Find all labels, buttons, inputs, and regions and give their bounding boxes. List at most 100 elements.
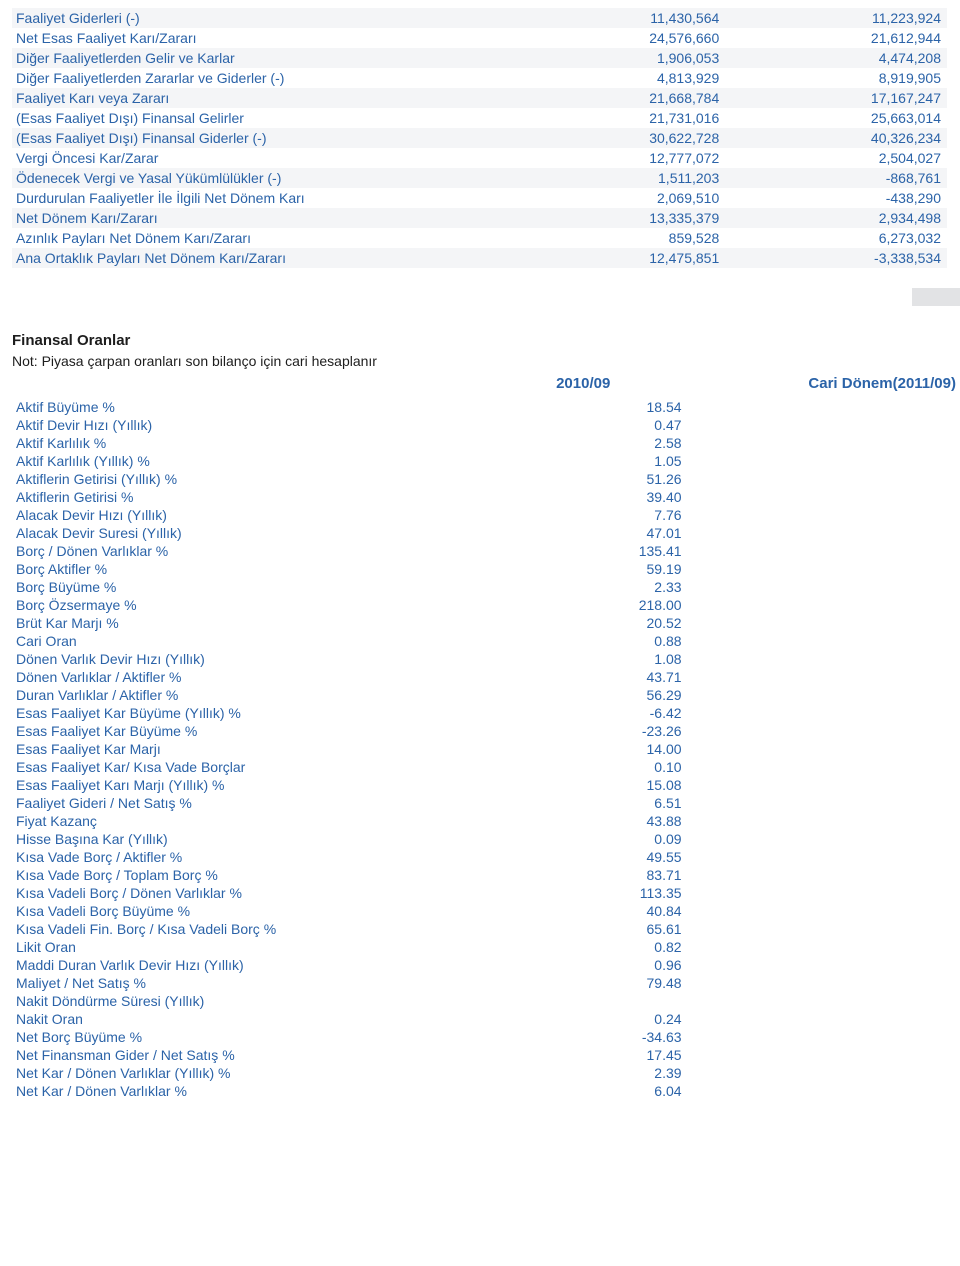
ratio-row: Net Kar / Dönen Varlıklar %6.04: [12, 1082, 960, 1100]
ratios-header-row: 2010/09 Cari Dönem(2011/09): [12, 371, 960, 398]
ratio-row-label: Maliyet / Net Satış %: [12, 974, 481, 992]
ratio-row: Borç Aktifler %59.19: [12, 560, 960, 578]
ratio-row-value-1: 1.08: [481, 650, 686, 668]
ratio-row-label: Maddi Duran Varlık Devir Hızı (Yıllık): [12, 956, 481, 974]
ratio-row-label: Dönen Varlıklar / Aktifler %: [12, 668, 481, 686]
income-row: Net Dönem Karı/Zararı13,335,3792,934,498: [12, 208, 947, 228]
ratio-row: Dönen Varlıklar / Aktifler %43.71: [12, 668, 960, 686]
ratios-subtitle: Not: Piyasa çarpan oranları son bilanço …: [12, 353, 948, 369]
income-row-value-2: -3,338,534: [725, 248, 947, 268]
ratio-row-label: Alacak Devir Suresi (Yıllık): [12, 524, 481, 542]
ratio-row-value-1: 113.35: [481, 884, 686, 902]
income-row: Faaliyet Karı veya Zararı21,668,78417,16…: [12, 88, 947, 108]
ratio-row-value-2: [686, 902, 960, 920]
income-row-value-2: 21,612,944: [725, 28, 947, 48]
ratio-row-value-1: 43.88: [481, 812, 686, 830]
ratio-row: Borç Büyüme %2.33: [12, 578, 960, 596]
ratio-row-value-2: [686, 1082, 960, 1100]
income-row-label: Durdurulan Faaliyetler İle İlgili Net Dö…: [12, 188, 503, 208]
income-row: Vergi Öncesi Kar/Zarar12,777,0722,504,02…: [12, 148, 947, 168]
ratio-row: Aktif Karlılık %2.58: [12, 434, 960, 452]
income-row-value-1: 21,668,784: [503, 88, 726, 108]
ratio-row: Maliyet / Net Satış %79.48: [12, 974, 960, 992]
ratio-row-label: Net Kar / Dönen Varlıklar %: [12, 1082, 481, 1100]
ratio-row-label: Hisse Başına Kar (Yıllık): [12, 830, 481, 848]
income-row-label: Faaliyet Giderleri (-): [12, 8, 503, 28]
ratio-row-value-1: 2.39: [481, 1064, 686, 1082]
ratio-row-value-2: [686, 830, 960, 848]
ratio-row-label: Kısa Vadeli Borç Büyüme %: [12, 902, 481, 920]
ratio-row-label: Borç Özsermaye %: [12, 596, 481, 614]
ratio-row-label: Kısa Vadeli Fin. Borç / Kısa Vadeli Borç…: [12, 920, 481, 938]
ratio-row-value-2: [686, 596, 960, 614]
ratio-row-value-1: 218.00: [481, 596, 686, 614]
ratio-row-value-2: [686, 758, 960, 776]
scroll-chip: [912, 288, 960, 306]
ratio-row-value-1: 6.04: [481, 1082, 686, 1100]
ratio-row: Aktiflerin Getirisi (Yıllık) %51.26: [12, 470, 960, 488]
ratio-row: Brüt Kar Marjı %20.52: [12, 614, 960, 632]
ratio-row-value-1: 39.40: [481, 488, 686, 506]
ratio-row: Maddi Duran Varlık Devir Hızı (Yıllık)0.…: [12, 956, 960, 974]
income-row-label: Ödenecek Vergi ve Yasal Yükümlülükler (-…: [12, 168, 503, 188]
income-row-value-2: 6,273,032: [725, 228, 947, 248]
ratio-row-value-2: [686, 686, 960, 704]
ratio-row: Nakit Döndürme Süresi (Yıllık): [12, 992, 960, 1010]
ratio-row-value-2: [686, 434, 960, 452]
ratio-row-label: Likit Oran: [12, 938, 481, 956]
income-row-label: Net Esas Faaliyet Karı/Zararı: [12, 28, 503, 48]
income-row-value-1: 13,335,379: [503, 208, 726, 228]
financial-ratios-table: 2010/09 Cari Dönem(2011/09) Aktif Büyüme…: [12, 371, 960, 1100]
ratio-row-label: Net Kar / Dönen Varlıklar (Yıllık) %: [12, 1064, 481, 1082]
ratio-row-label: Nakit Döndürme Süresi (Yıllık): [12, 992, 481, 1010]
ratio-row-value-2: [686, 452, 960, 470]
ratio-row-value-1: 0.47: [481, 416, 686, 434]
ratio-row-label: Kısa Vade Borç / Toplam Borç %: [12, 866, 481, 884]
income-row-value-2: 2,504,027: [725, 148, 947, 168]
ratio-row-value-2: [686, 398, 960, 416]
ratio-row-value-2: [686, 632, 960, 650]
ratio-row-value-1: 65.61: [481, 920, 686, 938]
ratio-row-value-1: 0.09: [481, 830, 686, 848]
ratio-row-label: Aktiflerin Getirisi (Yıllık) %: [12, 470, 481, 488]
ratios-header-empty: [12, 371, 481, 398]
ratio-row: Nakit Oran0.24: [12, 1010, 960, 1028]
ratio-row-value-2: [686, 560, 960, 578]
income-row-label: Net Dönem Karı/Zararı: [12, 208, 503, 228]
ratio-row-value-1: 49.55: [481, 848, 686, 866]
income-row-value-1: 21,731,016: [503, 108, 726, 128]
ratio-row-label: Esas Faaliyet Kar Büyüme (Yıllık) %: [12, 704, 481, 722]
ratio-row-value-2: [686, 812, 960, 830]
income-row-value-2: -868,761: [725, 168, 947, 188]
ratio-row-value-2: [686, 776, 960, 794]
ratio-row: Aktiflerin Getirisi %39.40: [12, 488, 960, 506]
ratios-header-period2: Cari Dönem(2011/09): [686, 371, 960, 398]
ratio-row-value-1: 2.33: [481, 578, 686, 596]
ratio-row-value-1: 7.76: [481, 506, 686, 524]
ratio-row-value-2: [686, 470, 960, 488]
ratio-row-label: Esas Faaliyet Kar Marjı: [12, 740, 481, 758]
ratio-row-label: Alacak Devir Hızı (Yıllık): [12, 506, 481, 524]
ratio-row-label: Fiyat Kazanç: [12, 812, 481, 830]
ratio-row-value-1: 0.10: [481, 758, 686, 776]
ratio-row-label: Aktiflerin Getirisi %: [12, 488, 481, 506]
ratio-row: Esas Faaliyet Kar Büyüme %-23.26: [12, 722, 960, 740]
ratio-row-label: Aktif Büyüme %: [12, 398, 481, 416]
income-row-value-1: 1,906,053: [503, 48, 726, 68]
ratio-row-value-2: [686, 722, 960, 740]
ratio-row-value-2: [686, 920, 960, 938]
ratio-row: Fiyat Kazanç43.88: [12, 812, 960, 830]
ratio-row-label: Brüt Kar Marjı %: [12, 614, 481, 632]
ratio-row: Alacak Devir Suresi (Yıllık)47.01: [12, 524, 960, 542]
income-row-label: Diğer Faaliyetlerden Gelir ve Karlar: [12, 48, 503, 68]
ratio-row-value-2: [686, 794, 960, 812]
income-row-value-1: 859,528: [503, 228, 726, 248]
income-row-value-1: 1,511,203: [503, 168, 726, 188]
ratio-row-value-1: 18.54: [481, 398, 686, 416]
ratio-row-value-1: 135.41: [481, 542, 686, 560]
income-row-value-1: 2,069,510: [503, 188, 726, 208]
ratio-row-label: Cari Oran: [12, 632, 481, 650]
ratio-row-value-2: [686, 614, 960, 632]
income-row: Diğer Faaliyetlerden Gelir ve Karlar1,90…: [12, 48, 947, 68]
ratio-row: Alacak Devir Hızı (Yıllık)7.76: [12, 506, 960, 524]
